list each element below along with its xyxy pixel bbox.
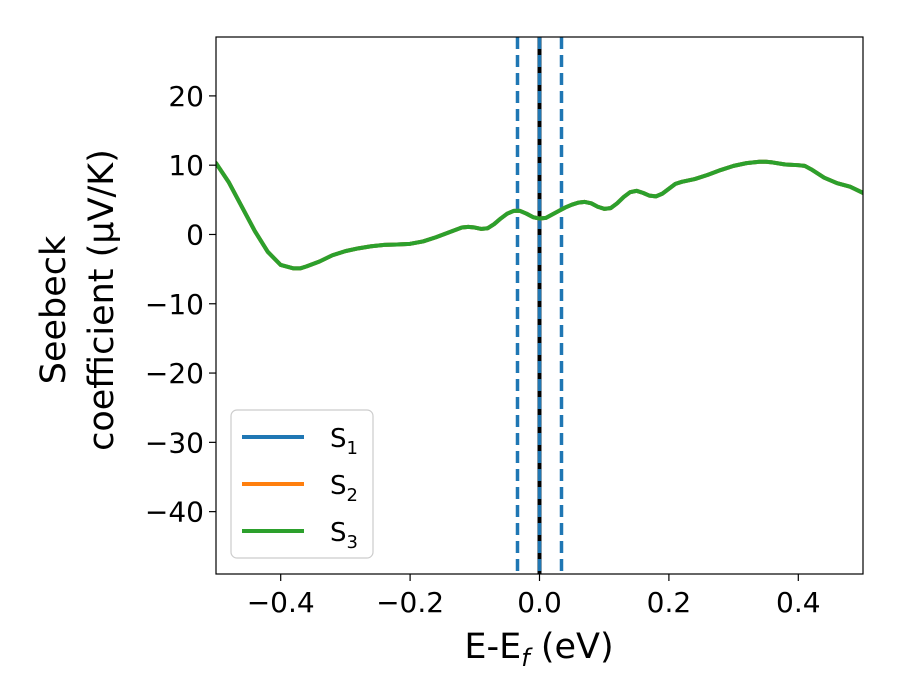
x-tick-label: 0.2 [647,586,692,619]
y-tick-label: −40 [145,496,204,529]
legend-label-3: S3 [330,518,358,553]
x-axis-title: E-Ef (eV) [464,627,613,672]
y-axis-title-line1: Seebeck [34,235,74,384]
y-tick-label: 20 [168,80,204,113]
x-tick-label: −0.4 [247,586,315,619]
y-tick-label: −30 [145,426,204,459]
legend-label-2: S2 [330,471,358,506]
y-axis-title-line2: coefficient (μV/K) [82,149,122,451]
y-tick-label: 10 [168,149,204,182]
vertical-lines [515,37,564,574]
y-axis-ticks: 20 10 0 −10 −20 −30 −40 [145,80,216,529]
y-tick-label: 0 [186,218,204,251]
x-axis-ticks: −0.4 −0.2 0.0 0.2 0.4 [247,574,821,619]
legend-label-1: S1 [330,424,358,459]
x-tick-label: 0.4 [776,586,821,619]
x-tick-label: 0.0 [517,586,562,619]
y-tick-label: −10 [145,288,204,321]
legend-items: S1 S2 S3 [242,424,358,553]
x-tick-label: −0.2 [376,586,444,619]
x-axis-title-suffix: (eV) [530,627,614,667]
series-lines [216,159,863,271]
legend: S1 S2 S3 [230,409,374,559]
series-line-3 [216,159,863,271]
x-axis-title-main: E-E [464,627,521,667]
y-tick-label: −20 [145,357,204,390]
